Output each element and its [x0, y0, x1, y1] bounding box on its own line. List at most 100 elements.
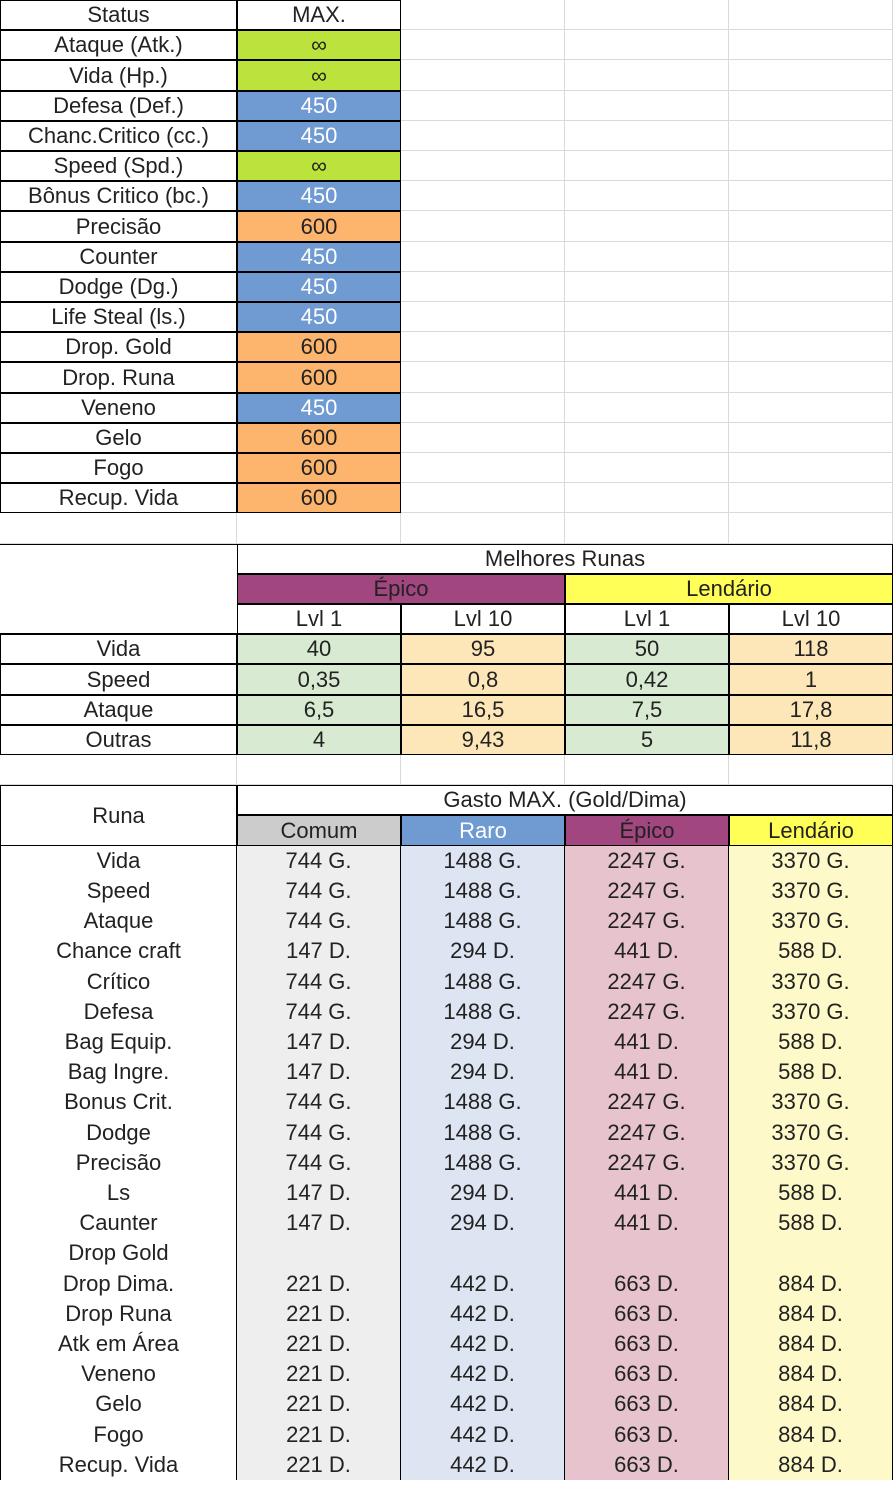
gasto-row-label[interactable]: Crítico [0, 966, 237, 997]
grid-cell[interactable] [565, 60, 729, 91]
gasto-value[interactable]: 294 D. [401, 1178, 565, 1208]
gasto-value[interactable]: 744 G. [237, 1087, 401, 1117]
grid-cell[interactable] [401, 393, 565, 423]
gasto-value[interactable] [237, 1238, 401, 1268]
grid-cell[interactable] [729, 0, 893, 30]
gasto-value[interactable]: 1488 G. [401, 906, 565, 936]
grid-cell[interactable] [729, 121, 893, 151]
gasto-value[interactable]: 1488 G. [401, 1087, 565, 1117]
status-max-value[interactable]: 450 [237, 121, 401, 151]
grid-cell[interactable] [401, 755, 565, 785]
gasto-value[interactable]: 221 D. [237, 1450, 401, 1480]
grid-cell[interactable] [401, 513, 565, 544]
gasto-value[interactable]: 294 D. [401, 936, 565, 966]
runas-value[interactable]: 6,5 [237, 695, 401, 725]
grid-cell[interactable] [401, 483, 565, 513]
gasto-value[interactable] [729, 1238, 893, 1268]
grid-cell[interactable] [729, 423, 893, 453]
grid-cell[interactable] [0, 513, 237, 544]
status-max-value[interactable]: 450 [237, 181, 401, 211]
grid-cell[interactable] [565, 272, 729, 302]
level-header[interactable]: Lvl 1 [237, 604, 401, 634]
status-max-value[interactable]: 600 [237, 211, 401, 242]
grid-cell[interactable] [565, 242, 729, 272]
gasto-value[interactable]: 663 D. [565, 1389, 729, 1419]
gasto-row-label[interactable]: Ataque [0, 906, 237, 936]
runas-row-label[interactable]: Vida [0, 634, 237, 664]
gasto-row-label[interactable]: Chance craft [0, 936, 237, 966]
grid-cell[interactable] [565, 362, 729, 393]
gasto-row-label[interactable]: Speed [0, 876, 237, 906]
gasto-row-label[interactable]: Drop Gold [0, 1238, 237, 1268]
gasto-value[interactable]: 1488 G. [401, 1148, 565, 1178]
gasto-row-label[interactable]: Drop Runa [0, 1299, 237, 1329]
level-header[interactable]: Lvl 10 [401, 604, 565, 634]
grid-cell[interactable] [729, 242, 893, 272]
grid-cell[interactable] [401, 151, 565, 181]
grid-cell[interactable] [729, 453, 893, 483]
max-header[interactable]: MAX. [237, 0, 401, 30]
gasto-value[interactable]: 221 D. [237, 1329, 401, 1359]
runas-value[interactable]: 7,5 [565, 695, 729, 725]
status-max-value[interactable]: ∞ [237, 30, 401, 60]
gasto-value[interactable]: 221 D. [237, 1359, 401, 1389]
gasto-value[interactable]: 1488 G. [401, 966, 565, 997]
runas-value[interactable]: 11,8 [729, 725, 893, 755]
gasto-value[interactable]: 1488 G. [401, 1117, 565, 1148]
status-header[interactable]: Status [0, 0, 237, 30]
gasto-value[interactable]: 884 D. [729, 1419, 893, 1450]
status-label[interactable]: Defesa (Def.) [0, 91, 237, 121]
status-max-value[interactable]: 450 [237, 272, 401, 302]
grid-cell[interactable] [565, 121, 729, 151]
gasto-value[interactable]: 1488 G. [401, 846, 565, 876]
grid-cell[interactable] [401, 91, 565, 121]
grid-cell[interactable] [401, 60, 565, 91]
gasto-value[interactable]: 3370 G. [729, 1148, 893, 1178]
gasto-value[interactable]: 221 D. [237, 1419, 401, 1450]
gasto-value[interactable]: 744 G. [237, 966, 401, 997]
gasto-value[interactable]: 2247 G. [565, 966, 729, 997]
gasto-value[interactable]: 744 G. [237, 906, 401, 936]
gasto-value[interactable]: 663 D. [565, 1419, 729, 1450]
grid-cell[interactable] [729, 30, 893, 60]
status-label[interactable]: Chanc.Critico (cc.) [0, 121, 237, 151]
grid-cell[interactable] [565, 332, 729, 362]
status-max-value[interactable]: 600 [237, 362, 401, 393]
gasto-value[interactable]: 441 D. [565, 1208, 729, 1238]
gasto-value[interactable]: 2247 G. [565, 846, 729, 876]
gasto-value[interactable]: 744 G. [237, 876, 401, 906]
grid-cell[interactable] [565, 91, 729, 121]
status-max-value[interactable]: 450 [237, 393, 401, 423]
gasto-row-label[interactable]: Fogo [0, 1419, 237, 1450]
grid-cell[interactable] [401, 302, 565, 332]
gasto-value[interactable]: 2247 G. [565, 906, 729, 936]
status-label[interactable]: Vida (Hp.) [0, 60, 237, 91]
gasto-value[interactable]: 442 D. [401, 1329, 565, 1359]
runas-value[interactable]: 4 [237, 725, 401, 755]
gasto-value[interactable]: 2247 G. [565, 997, 729, 1027]
gasto-value[interactable]: 2247 G. [565, 876, 729, 906]
gasto-value[interactable]: 3370 G. [729, 906, 893, 936]
gasto-value[interactable]: 1488 G. [401, 997, 565, 1027]
grid-cell[interactable] [729, 181, 893, 211]
status-label[interactable]: Bônus Critico (bc.) [0, 181, 237, 211]
runas-row-label[interactable]: Ataque [0, 695, 237, 725]
status-max-value[interactable]: ∞ [237, 60, 401, 91]
grid-cell[interactable] [0, 755, 237, 785]
status-label[interactable]: Speed (Spd.) [0, 151, 237, 181]
grid-cell[interactable] [729, 211, 893, 242]
grid-cell[interactable] [729, 302, 893, 332]
runas-value[interactable]: 0,42 [565, 664, 729, 695]
level-header[interactable]: Lvl 10 [729, 604, 893, 634]
grid-cell[interactable] [729, 393, 893, 423]
gasto-value[interactable]: 221 D. [237, 1268, 401, 1299]
status-label[interactable]: Precisão [0, 211, 237, 242]
gasto-value[interactable]: 663 D. [565, 1299, 729, 1329]
gasto-value[interactable]: 442 D. [401, 1419, 565, 1450]
grid-cell[interactable] [401, 453, 565, 483]
status-label[interactable]: Fogo [0, 453, 237, 483]
gasto-value[interactable] [565, 1238, 729, 1268]
grid-cell[interactable] [565, 181, 729, 211]
grid-cell[interactable] [729, 272, 893, 302]
grid-cell[interactable] [565, 513, 729, 544]
